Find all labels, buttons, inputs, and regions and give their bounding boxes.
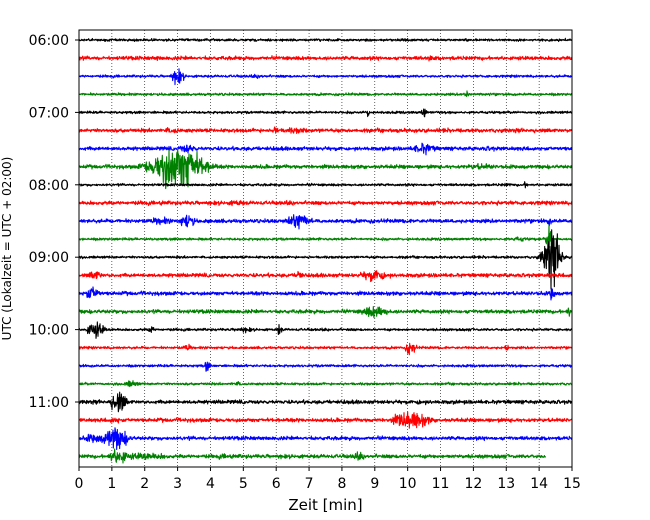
x-tick-label: 13 (497, 476, 515, 492)
x-tick-label: 5 (239, 476, 248, 492)
trace-1015 (78, 342, 573, 356)
plot-area (79, 30, 572, 467)
x-tick-label: 3 (173, 476, 182, 492)
x-tick-label: 8 (337, 476, 346, 492)
x-tick-label: 2 (140, 476, 149, 492)
trace-0700 (78, 108, 573, 118)
x-tick-label: 12 (464, 476, 482, 492)
trace-0600 (78, 37, 573, 43)
x-tick-label: 11 (432, 476, 450, 492)
trace-1145 (78, 448, 547, 464)
trace-0815 (78, 199, 573, 207)
trace-0945 (78, 305, 573, 319)
x-tick-label: 15 (563, 476, 581, 492)
trace-1130 (78, 427, 573, 451)
y-axis: 06:00 07:00 08:00 09:00 10:00 11:00 (29, 33, 79, 411)
trace-0630 (78, 68, 573, 86)
y-tick-label: 06:00 (29, 33, 69, 49)
y-tick-label: 08:00 (29, 178, 69, 194)
trace-1030 (78, 361, 573, 372)
trace-0715 (78, 126, 573, 134)
plot-frame (78, 29, 573, 468)
y-tick-label: 09:00 (29, 250, 69, 266)
y-tick-label: 10:00 (29, 323, 69, 339)
x-tick-label: 1 (107, 476, 116, 492)
trace-0830 (78, 214, 573, 230)
trace-0930 (78, 286, 573, 301)
trace-0745 (78, 148, 573, 190)
y-tick-label: 07:00 (29, 105, 69, 121)
y-tick-label: 11:00 (29, 395, 69, 411)
seismic-traces (78, 37, 573, 464)
y-axis-label: UTC (Lokalzeit = UTC + 02:00) (0, 157, 14, 341)
trace-0915 (78, 270, 573, 283)
trace-1000 (78, 321, 573, 339)
x-tick-label: 6 (272, 476, 281, 492)
trace-1100 (78, 391, 573, 413)
x-tick-label: 7 (305, 476, 314, 492)
trace-0845 (78, 224, 573, 249)
x-tick-label: 0 (75, 476, 84, 492)
x-axis: 0 1 2 3 4 5 6 7 8 9 10 11 12 13 14 15 (75, 467, 581, 492)
x-tick-label: 4 (206, 476, 215, 492)
x-tick-label: 14 (530, 476, 548, 492)
trace-0645 (78, 90, 573, 97)
trace-0900 (78, 229, 573, 290)
x-tick-label: 9 (370, 476, 379, 492)
grid (111, 30, 540, 467)
trace-0800 (78, 181, 573, 189)
trace-0730 (78, 142, 573, 156)
x-tick-label: 10 (399, 476, 417, 492)
x-axis-label: Zeit [min] (288, 496, 362, 514)
trace-1045 (78, 380, 573, 388)
trace-0615 (78, 55, 573, 62)
trace-1115 (78, 411, 573, 429)
